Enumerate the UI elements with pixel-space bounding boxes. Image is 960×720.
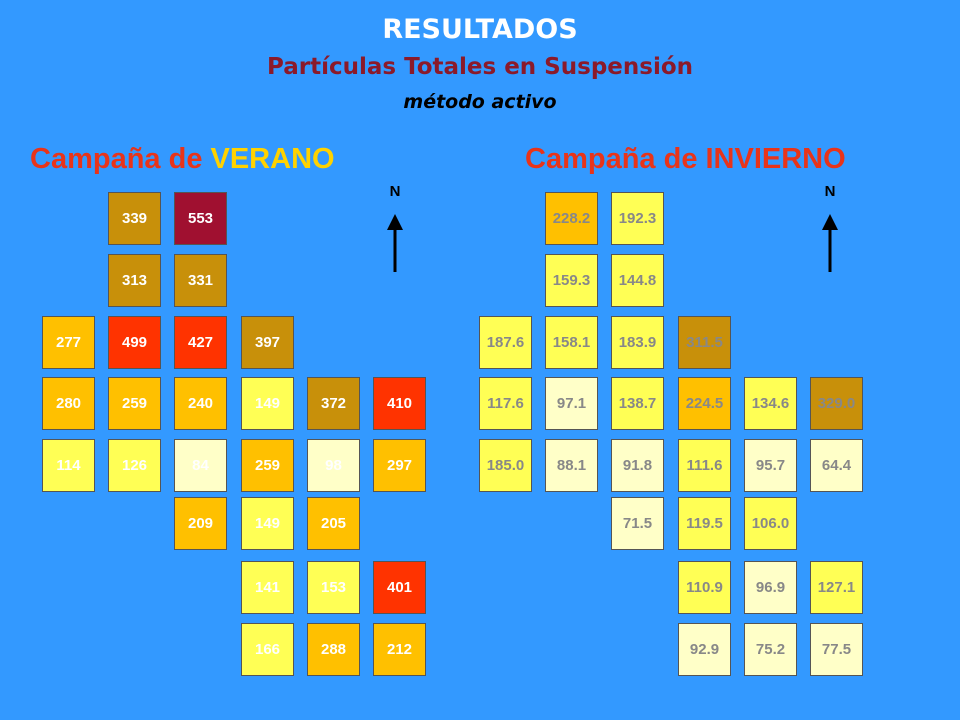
winter-value-cell: 158.1 [545, 316, 598, 369]
summer-value-cell: 166 [241, 623, 294, 676]
summer-value-cell: 331 [174, 254, 227, 307]
winter-value-cell: 144.8 [611, 254, 664, 307]
winter-value-cell: 117.6 [479, 377, 532, 430]
winter-value-cell: 95.7 [744, 439, 797, 492]
page-subtitle: Partículas Totales en Suspensión [266, 54, 694, 80]
winter-value-cell: 96.9 [744, 561, 797, 614]
winter-value-cell: 311.5 [678, 316, 731, 369]
winter-value-cell: 138.7 [611, 377, 664, 430]
summer-value-cell: 149 [241, 377, 294, 430]
winter-value-cell: 106.0 [744, 497, 797, 550]
summer-campaign-prefix: Campaña de [30, 143, 211, 175]
winter-value-cell: 111.6 [678, 439, 731, 492]
summer-value-cell: 410 [373, 377, 426, 430]
summer-value-cell: 205 [307, 497, 360, 550]
summer-value-cell: 297 [373, 439, 426, 492]
winter-value-cell: 329.0 [810, 377, 863, 430]
winter-value-cell: 119.5 [678, 497, 731, 550]
summer-value-cell: 288 [307, 623, 360, 676]
winter-value-cell: 134.6 [744, 377, 797, 430]
winter-value-cell: 88.1 [545, 439, 598, 492]
summer-value-cell: 141 [241, 561, 294, 614]
summer-north-label: N [389, 183, 401, 200]
summer-value-cell: 126 [108, 439, 161, 492]
winter-campaign-prefix: Campaña de [525, 143, 706, 175]
winter-value-cell: 75.2 [744, 623, 797, 676]
summer-value-cell: 114 [42, 439, 95, 492]
winter-value-cell: 185.0 [479, 439, 532, 492]
winter-value-cell: 228.2 [545, 192, 598, 245]
summer-value-cell: 313 [108, 254, 161, 307]
winter-campaign-season: INVIERNO [705, 143, 846, 175]
summer-value-cell: 427 [174, 316, 227, 369]
summer-value-cell: 212 [373, 623, 426, 676]
summer-value-cell: 259 [241, 439, 294, 492]
winter-value-cell: 97.1 [545, 377, 598, 430]
summer-value-cell: 553 [174, 192, 227, 245]
winter-value-cell: 77.5 [810, 623, 863, 676]
summer-value-cell: 277 [42, 316, 95, 369]
winter-value-cell: 92.9 [678, 623, 731, 676]
page-title: RESULTADOS [382, 14, 578, 45]
summer-value-cell: 149 [241, 497, 294, 550]
summer-value-cell: 499 [108, 316, 161, 369]
summer-value-cell: 401 [373, 561, 426, 614]
summer-value-cell: 280 [42, 377, 95, 430]
summer-value-cell: 209 [174, 497, 227, 550]
summer-campaign-heading: Campaña de VERANO [30, 143, 335, 176]
winter-value-cell: 71.5 [611, 497, 664, 550]
summer-value-cell: 397 [241, 316, 294, 369]
method-label: método activo [403, 91, 557, 113]
summer-value-cell: 98 [307, 439, 360, 492]
winter-value-cell: 187.6 [479, 316, 532, 369]
summer-value-cell: 259 [108, 377, 161, 430]
summer-value-cell: 84 [174, 439, 227, 492]
summer-value-cell: 240 [174, 377, 227, 430]
winter-north-arrow-icon [822, 214, 838, 272]
summer-value-cell: 153 [307, 561, 360, 614]
summer-campaign-season: VERANO [210, 143, 335, 175]
winter-north-label: N [824, 183, 836, 200]
winter-campaign-heading: Campaña de INVIERNO [525, 143, 846, 176]
winter-value-cell: 192.3 [611, 192, 664, 245]
summer-value-cell: 372 [307, 377, 360, 430]
winter-value-cell: 224.5 [678, 377, 731, 430]
winter-value-cell: 127.1 [810, 561, 863, 614]
winter-value-cell: 159.3 [545, 254, 598, 307]
winter-value-cell: 110.9 [678, 561, 731, 614]
summer-value-cell: 339 [108, 192, 161, 245]
summer-north-arrow-icon [387, 214, 403, 272]
winter-value-cell: 64.4 [810, 439, 863, 492]
winter-value-cell: 183.9 [611, 316, 664, 369]
winter-value-cell: 91.8 [611, 439, 664, 492]
